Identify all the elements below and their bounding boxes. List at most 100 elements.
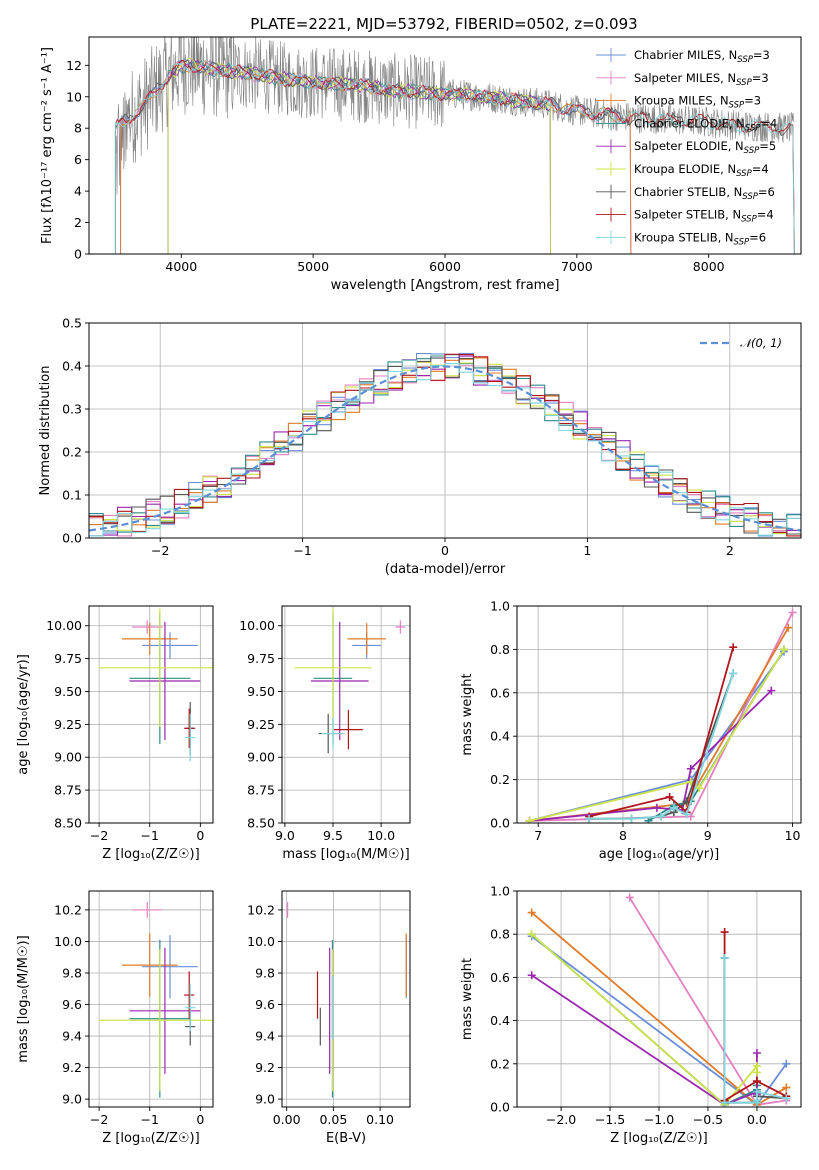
- y-tick-label: 1.0: [490, 599, 510, 614]
- x-axis-label: Z [log₁₀(Z/Z☉)]: [102, 847, 199, 862]
- legend: Chabrier MILES, NSSP=3 Salpeter MILES, NS…: [596, 48, 777, 247]
- y-axis-label: mass [log₁₀(M/M☉)]: [16, 935, 31, 1062]
- y-tick-label: 0.0: [490, 1100, 510, 1115]
- weight-marker: [652, 803, 661, 812]
- y-tick-label: 0.6: [490, 685, 510, 700]
- plot-area: [525, 608, 797, 823]
- y-tick-label: 0.5: [62, 316, 82, 331]
- legend-label: Salpeter MILES, NSSP=3: [634, 71, 769, 88]
- y-tick-label: 9.6: [255, 997, 275, 1012]
- y-tick-label: 9.8: [255, 965, 275, 980]
- legend-label: Chabrier ELODIE, NSSP=4: [634, 116, 777, 133]
- y-tick-label: 9.8: [62, 965, 82, 980]
- y-tick-label: 0.6: [490, 970, 510, 985]
- weight-marker: [788, 608, 797, 617]
- x-tick-label: −2: [90, 1112, 108, 1127]
- weight-marker: [782, 1059, 791, 1068]
- weight-marker: [686, 764, 695, 773]
- y-tick-label: 9.75: [247, 651, 275, 666]
- weight-marker: [720, 1098, 729, 1107]
- y-tick-label: 10.2: [247, 902, 275, 917]
- model-spectrum-line: [167, 59, 551, 254]
- axes-frame: [88, 605, 214, 824]
- weight-marker: [767, 686, 776, 695]
- model-spectrum-line: [114, 59, 795, 254]
- y-tick-label: 0.2: [62, 445, 82, 460]
- weight-marker: [782, 1094, 791, 1103]
- weight-marker: [752, 1077, 761, 1086]
- x-tick-label: −2: [90, 828, 108, 843]
- panel-age_vs_Z: −2 −1 0 8.50 8.75 9.00 9.25 9.50 9.75 10.00 Z [log…: [16, 605, 214, 862]
- y-tick-label: 0.4: [490, 1013, 510, 1028]
- axes-frame: [88, 890, 214, 1108]
- weight-marker: [627, 814, 636, 823]
- y-tick-label: 8.50: [247, 816, 275, 831]
- weight-marker: [657, 812, 666, 821]
- weight-marker: [720, 953, 729, 962]
- y-tick-label: 10.2: [54, 902, 82, 917]
- histogram-step: [89, 359, 801, 537]
- y-tick-label: 8: [74, 121, 82, 136]
- plot-area: [99, 608, 213, 762]
- weight-line: [589, 673, 735, 820]
- weight-line: [588, 646, 735, 818]
- y-tick-label: 9.0: [62, 1092, 82, 1107]
- x-axis-label: Z [log₁₀(Z/Z☉)]: [610, 1131, 707, 1146]
- x-tick-label: 10: [785, 828, 801, 843]
- y-tick-label: 9.2: [255, 1060, 275, 1075]
- weight-marker: [782, 1083, 791, 1092]
- weight-marker: [686, 812, 695, 821]
- x-tick-label: −2: [151, 543, 169, 558]
- y-tick-label: 10.00: [46, 618, 82, 633]
- y-tick-label: 9.4: [62, 1029, 82, 1044]
- weight-marker: [752, 1068, 761, 1077]
- panel-age_vs_mass: 9.0 9.5 10.0 8.50 8.75 9.00 9.25 9.50 9.75 10.00 m…: [239, 605, 411, 862]
- x-tick-label: 0.0: [747, 1112, 767, 1127]
- x-tick-label: 0: [196, 828, 204, 843]
- x-tick-label: 8: [619, 828, 627, 843]
- panel-mass_vs_EBV: 0.00 0.05 0.10 9.0 9.2 9.4 9.6 9.8 10.0 10.2 E(B-V…: [247, 890, 411, 1146]
- weight-marker: [669, 803, 678, 812]
- weight-marker: [784, 623, 793, 632]
- x-axis-label: Z [log₁₀(Z/Z☉)]: [102, 1131, 199, 1146]
- y-tick-label: 4: [74, 184, 82, 199]
- weight-marker: [752, 1049, 761, 1057]
- x-tick-label: 0.00: [273, 1112, 301, 1127]
- axes-frame: [281, 890, 411, 1108]
- legend-label: Chabrier STELIB, NSSP=6: [634, 185, 775, 202]
- weight-line: [647, 648, 785, 822]
- y-tick-label: 12: [66, 58, 82, 73]
- weight-marker: [527, 930, 536, 939]
- panel-weight_vs_Z: −2.0 −1.5 −1.0 −0.5 0.0 0.0 0.2 0.4 0.6 0.8 1.0 Z […: [460, 884, 802, 1146]
- weight-marker: [525, 816, 534, 823]
- y-tick-label: 0: [74, 247, 82, 262]
- weight-marker: [682, 810, 691, 819]
- x-tick-label: −1: [141, 828, 159, 843]
- y-tick-label: 10: [66, 89, 82, 104]
- y-tick-label: 0.0: [490, 816, 510, 831]
- x-tick-label: 7: [534, 828, 542, 843]
- x-tick-label: 8000: [693, 259, 725, 274]
- y-tick-label: 1.0: [490, 884, 510, 899]
- y-tick-label: 9.4: [255, 1029, 275, 1044]
- y-tick-label: 0.1: [62, 488, 82, 503]
- weight-marker: [729, 643, 738, 652]
- weight-line: [529, 648, 785, 822]
- y-tick-label: 0.4: [62, 359, 82, 374]
- weight-marker: [729, 669, 738, 678]
- x-tick-label: 5000: [297, 259, 329, 274]
- x-tick-label: −1.5: [595, 1112, 625, 1127]
- legend-label: Kroupa ELODIE, NSSP=4: [634, 162, 769, 179]
- y-tick-label: 9.50: [247, 684, 275, 699]
- y-tick-label: 2: [74, 215, 82, 230]
- x-tick-label: 0: [441, 543, 449, 558]
- weight-marker: [527, 908, 536, 917]
- weight-marker: [625, 893, 634, 902]
- y-tick-label: 0.2: [490, 1056, 510, 1071]
- legend-label: Salpeter STELIB, NSSP=4: [634, 208, 774, 225]
- weight-line: [529, 627, 790, 822]
- y-axis-label: mass weight: [460, 958, 475, 1040]
- x-tick-label: 9.5: [323, 828, 343, 843]
- x-tick-label: −1: [293, 543, 311, 558]
